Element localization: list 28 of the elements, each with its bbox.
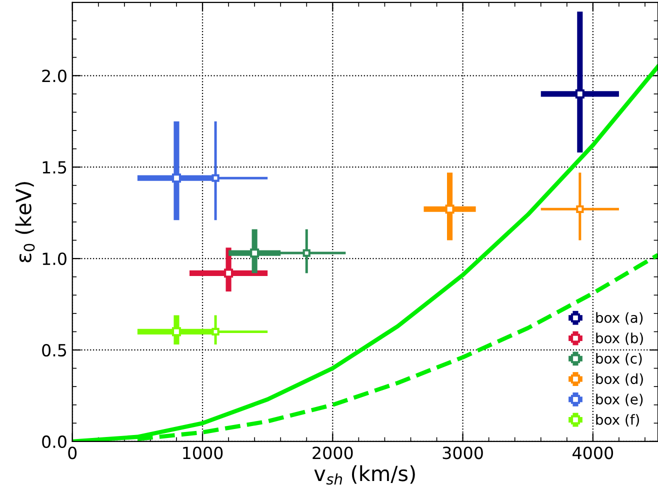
point [224, 268, 234, 278]
legend-label: box (b) [596, 332, 643, 345]
point [575, 89, 584, 98]
point [172, 174, 182, 183]
x-tick-label: 2000 [312, 446, 353, 460]
point [172, 327, 182, 336]
legend-label: box (d) [596, 373, 643, 386]
x-axis-title: v$_{sh}$ (km/s) [314, 465, 415, 485]
point [212, 174, 220, 182]
point [302, 249, 310, 257]
legend-label: box (c) [596, 352, 642, 366]
y-tick-label: 2.0 [42, 70, 66, 82]
legend-label: box (e) [596, 394, 643, 406]
x-tick-label: 1000 [183, 446, 223, 460]
x-tick-label: 3000 [442, 446, 483, 460]
x-tick-label: 4000 [572, 446, 614, 460]
legend-label: box (f) [596, 414, 639, 426]
y-axis-title: ε$_{0}$ (keV) [15, 182, 35, 262]
point [212, 328, 220, 336]
legend-label: box (a) [596, 312, 643, 325]
y-tick-label: 1.5 [42, 161, 66, 174]
point [250, 248, 260, 258]
x-tick-label: 0 [68, 446, 77, 460]
y-tick-label: 1.0 [42, 252, 66, 266]
y-tick-label: 0.0 [42, 435, 66, 448]
point [445, 204, 454, 214]
y-tick-label: 0.5 [42, 344, 66, 357]
point [576, 205, 584, 213]
